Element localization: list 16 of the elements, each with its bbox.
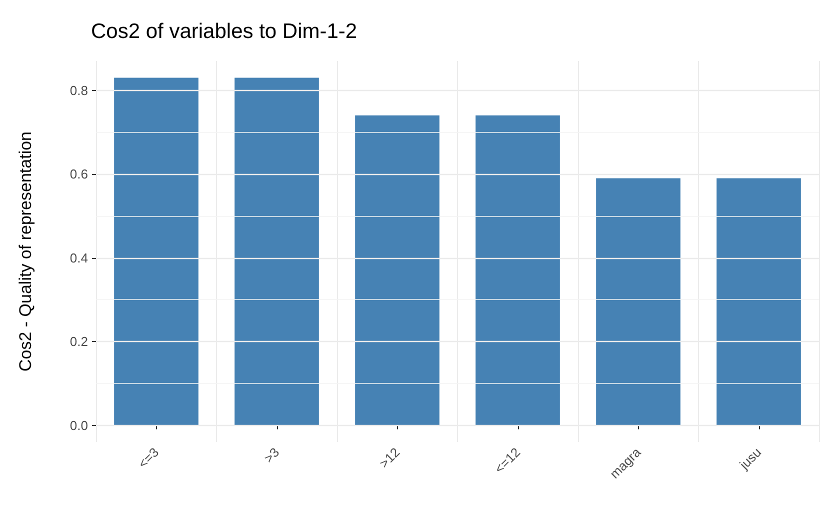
bar (716, 178, 801, 426)
x-tick-label: >12 (376, 444, 403, 471)
bar (355, 115, 440, 426)
bar (234, 78, 319, 426)
y-tick-label: 0.6 (70, 166, 88, 182)
y-tick-label: 0.2 (70, 334, 88, 350)
y-tick-label: 0.0 (70, 418, 88, 433)
chart-title: Cos2 of variables to Dim-1-2 (91, 20, 358, 43)
bar (476, 115, 560, 426)
y-tick-label: 0.4 (70, 250, 88, 266)
x-tick-label: >3 (260, 444, 282, 466)
bar (114, 78, 198, 426)
y-axis-title: Cos2 - Quality of representation (16, 131, 35, 372)
x-tick-label: <=3 (135, 444, 162, 472)
y-tick-label: 0.8 (70, 82, 88, 98)
bar (596, 178, 680, 426)
